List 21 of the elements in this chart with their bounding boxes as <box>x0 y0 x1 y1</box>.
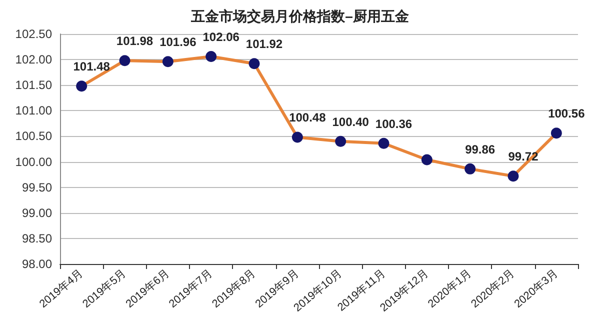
y-tick-label: 101.00 <box>15 104 52 118</box>
y-tick-label: 100.50 <box>15 129 52 144</box>
data-label: 101.96 <box>160 35 197 50</box>
y-tick-label: 99.00 <box>22 206 52 220</box>
data-label: 100.56 <box>548 106 586 121</box>
data-label: 101.48 <box>73 60 110 74</box>
data-label: 102.06 <box>202 30 240 44</box>
data-label: 100.40 <box>332 114 370 129</box>
y-tick-label: 101.50 <box>15 78 52 92</box>
y-tick-label: 98.50 <box>22 231 52 246</box>
y-tick-label: 100.00 <box>15 154 52 169</box>
data-label: 100.36 <box>375 116 412 131</box>
data-label: 101.92 <box>246 37 283 52</box>
y-tick-label: 99.50 <box>22 180 52 194</box>
y-tick-label: 102.50 <box>15 27 52 41</box>
data-label: 99.86 <box>465 142 496 156</box>
y-tick-label: 98.00 <box>22 257 52 271</box>
data-label: 101.98 <box>116 34 154 48</box>
data-label: 100.48 <box>289 110 326 125</box>
chart-title: 五金市场交易月价格指数–厨用五金 <box>190 8 410 24</box>
y-tick-label: 102.00 <box>15 52 52 67</box>
